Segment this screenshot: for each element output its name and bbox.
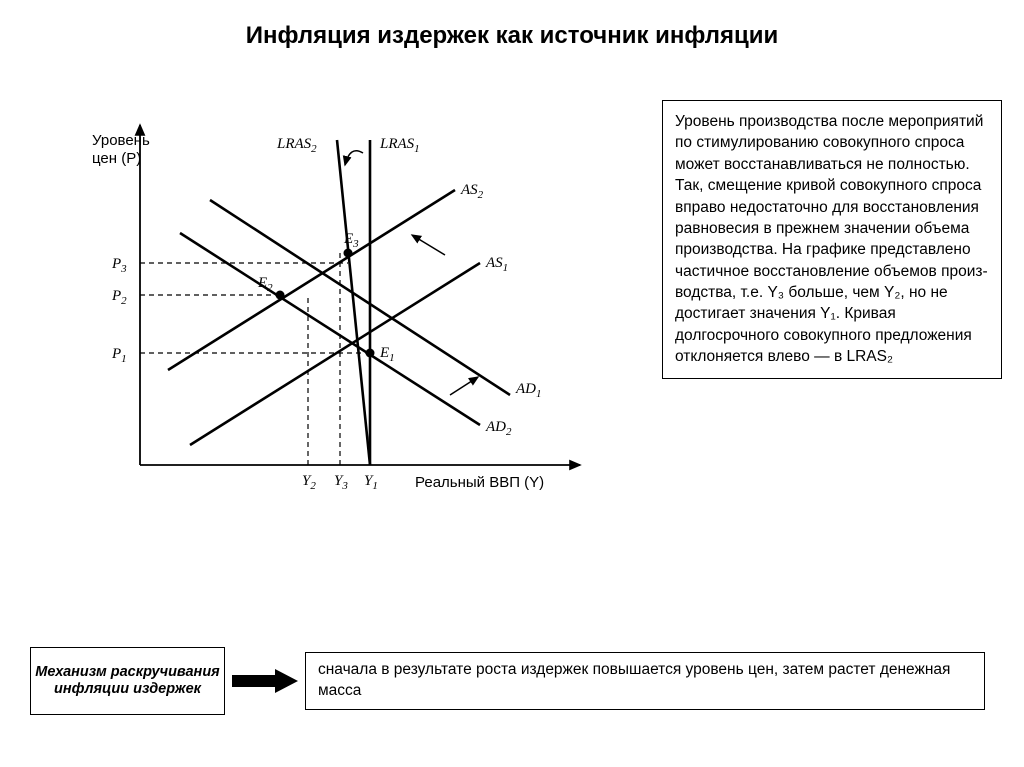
mechanism-result-text: сначала в результате роста издержек повы… [318,660,972,702]
svg-text:Y2: Y2 [302,473,316,492]
svg-text:Y3: Y3 [334,473,348,492]
svg-text:Y1: Y1 [364,473,378,492]
svg-text:цен (P): цен (P) [92,150,141,167]
svg-text:LRAS2: LRAS2 [276,136,317,155]
svg-text:AD1: AD1 [515,381,542,400]
mechanism-label-text: Механизм раскручивания инфляции издержек [35,664,220,699]
svg-text:AS1: AS1 [485,255,508,274]
mechanism-result-box: сначала в результате роста издержек повы… [305,652,985,710]
svg-text:E2: E2 [257,275,273,294]
lower-section: Механизм раскручивания инфляции издержек… [30,647,990,717]
svg-text:P3: P3 [111,256,127,275]
svg-text:Реальный ВВП (Y): Реальный ВВП (Y) [415,474,544,491]
svg-text:P2: P2 [111,288,127,307]
page-title: Инфляция издержек как источник инфляции [0,22,1024,50]
explanation-box: Уровень производства после мероприятий п… [662,100,1002,379]
svg-text:Уровень: Уровень [92,132,150,149]
upper-section: Уровеньцен (P) Реальный ВВП (Y) AS1 AS2 AD1A… [0,95,1024,585]
svg-text:AD2: AD2 [485,419,512,438]
svg-text:LRAS1: LRAS1 [379,136,420,155]
explanation-text: Уровень производства после мероприятий п… [675,113,988,365]
mechanism-label-box: Механизм раскручивания инфляции издержек [30,647,225,715]
arrow-icon [230,667,300,695]
svg-text:P1: P1 [111,346,127,365]
svg-text:E3: E3 [343,231,359,250]
economics-chart: Уровеньцен (P) Реальный ВВП (Y) AS1 AS2 AD1A… [50,95,620,515]
svg-text:AS2: AS2 [460,182,484,201]
